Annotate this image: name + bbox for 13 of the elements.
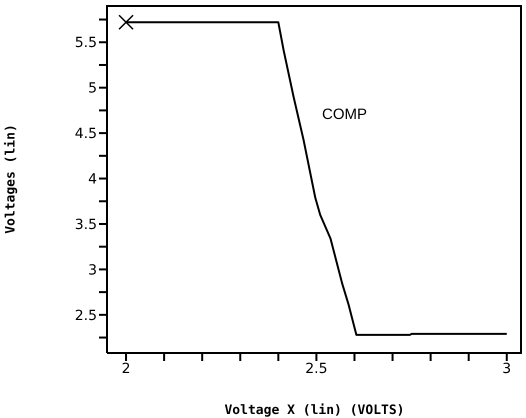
x-tick-label: 2.5 [305,360,328,377]
y-tick-label: 5.5 [74,35,97,52]
x-tick-label: 2 [122,360,130,377]
y-tick-label: 4 [88,172,98,188]
y-tick-label: 3 [88,262,97,278]
annotation: COMP [322,106,367,123]
x-axis-title: Voltage X (lin) (VOLTS) [224,403,405,418]
y-tick-label: 3.5 [74,216,97,233]
x-tick-label: 3 [502,360,512,377]
y-tick-label: 4.5 [74,126,97,142]
y-tick-label: 2.5 [74,308,97,324]
y-axis-title: Voltages (lin) [4,124,19,234]
y-tick-label: 5 [88,80,97,97]
